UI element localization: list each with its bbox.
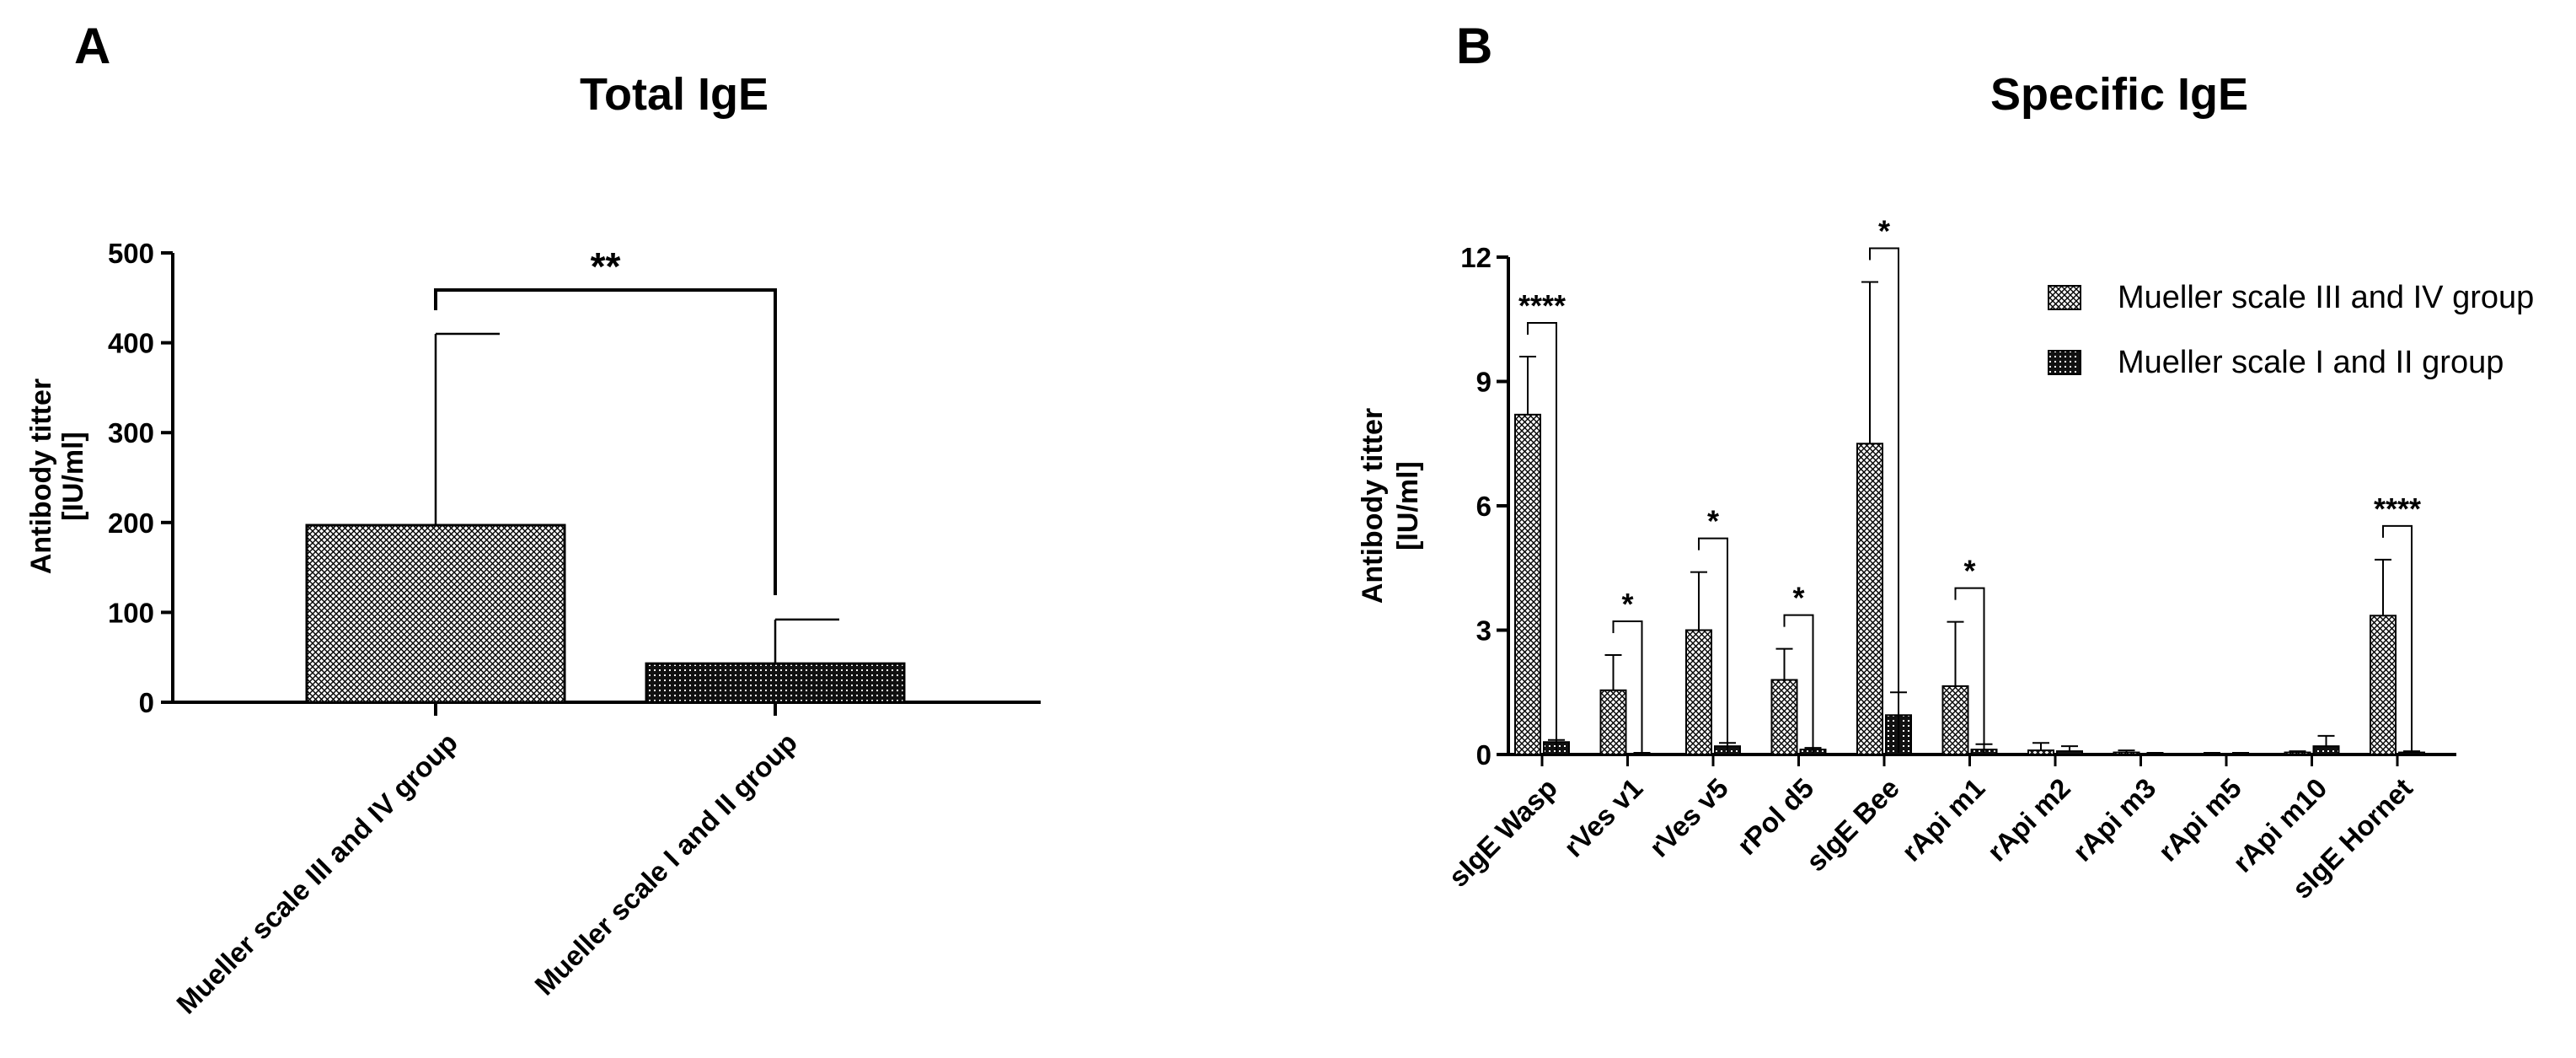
bar-sige-wasp-iii-iv xyxy=(1514,413,1541,755)
x-category-label: rApi m2 xyxy=(1981,772,2076,867)
x-category-label: rApi m1 xyxy=(1895,772,1990,867)
significance-label: * xyxy=(1878,214,1890,249)
bar-rapi-m10-iii-iv xyxy=(2284,751,2311,756)
significance-bracket xyxy=(1612,620,1643,753)
y-tick-label: 12 xyxy=(1460,242,1492,273)
significance-bracket xyxy=(1954,587,1985,753)
x-category-label: rVes v1 xyxy=(1558,772,1649,863)
bar-rapi-m2-iii-iv xyxy=(2027,749,2054,755)
y-axis-title: [IU/ml] xyxy=(57,432,89,521)
bar-rapi-m1-iii-iv xyxy=(1941,685,1969,755)
panel-letter-b: B xyxy=(1456,18,1492,74)
bar-mueller-scale-iii-and-iv-group xyxy=(305,524,566,704)
significance-label: * xyxy=(1963,554,1975,588)
x-category-label: sIgE Bee xyxy=(1800,772,1905,878)
bar-sige-hornet-iii-iv xyxy=(2370,615,2397,756)
bar-rapi-m5-iii-iv xyxy=(2198,753,2225,756)
y-tick-label: 0 xyxy=(1476,739,1492,771)
y-tick-label: 400 xyxy=(108,328,154,359)
y-tick-label: 200 xyxy=(108,508,154,539)
x-category-label: rVes v5 xyxy=(1643,772,1734,863)
x-category-label: Mueller scale III and IV group xyxy=(170,727,463,1020)
y-tick-label: 9 xyxy=(1476,367,1492,398)
x-category-label: sIgE Wasp xyxy=(1443,772,1563,893)
significance-bracket xyxy=(2382,524,2413,753)
y-tick-label: 500 xyxy=(108,238,154,269)
bar-rves-v1-iii-iv xyxy=(1599,689,1627,756)
significance-label: ** xyxy=(591,244,621,288)
significance-label: * xyxy=(1621,587,1633,621)
x-category-label: Mueller scale I and II group xyxy=(528,727,803,1002)
legend-swatch xyxy=(2048,285,2081,310)
legend-label: Mueller scale III and IV group xyxy=(2118,280,2534,315)
significance-bracket xyxy=(434,288,777,595)
significance-label: * xyxy=(1707,504,1719,539)
bar-rapi-m5-i-ii xyxy=(2227,753,2254,756)
y-axis-title: [IU/ml] xyxy=(1392,461,1424,550)
legend-label: Mueller scale I and II group xyxy=(2118,345,2504,380)
bar-rapi-m3-iii-iv xyxy=(2113,751,2140,756)
bar-rapi-m2-i-ii xyxy=(2056,750,2083,755)
y-tick-label: 0 xyxy=(139,687,154,718)
significance-bracket xyxy=(1783,614,1814,753)
significance-label: * xyxy=(1792,581,1804,615)
panel-letter-a: A xyxy=(74,18,110,74)
significance-label: **** xyxy=(2374,491,2421,526)
significance-bracket xyxy=(1527,322,1557,753)
significance-bracket xyxy=(1869,247,1899,753)
y-tick-label: 100 xyxy=(108,597,154,628)
y-axis-title: Antibody titter xyxy=(25,379,57,574)
significance-bracket xyxy=(1698,537,1728,753)
bar-rpol-d5-iii-iv xyxy=(1770,679,1798,755)
chart-title: Specific IgE xyxy=(1990,69,2248,120)
bar-mueller-scale-i-and-ii-group xyxy=(645,662,906,704)
significance-label: **** xyxy=(1518,288,1566,323)
bar-rapi-m10-i-ii xyxy=(2312,745,2340,756)
bar-sige-bee-iii-iv xyxy=(1856,443,1883,755)
y-tick-label: 3 xyxy=(1476,615,1492,647)
bar-rves-v5-iii-iv xyxy=(1685,629,1712,755)
bar-rves-v1-i-ii xyxy=(1628,753,1656,756)
x-category-label: rPol d5 xyxy=(1731,772,1819,861)
bar-rapi-m3-i-ii xyxy=(2141,753,2169,756)
chart-specific-ige: Specific IgE 0 3 6 9 12 Antibody titter [IU/ml]… xyxy=(1357,69,2534,905)
y-tick-label: 6 xyxy=(1476,491,1492,522)
chart-title: Total IgE xyxy=(580,69,769,120)
y-tick-label: 300 xyxy=(108,417,154,448)
chart-total-ige: Total IgE 0 100 200 300 400 500 Antibody titter… xyxy=(25,69,1041,1020)
y-axis-title: Antibody titter xyxy=(1357,408,1389,604)
x-category-label: rApi m3 xyxy=(2066,772,2161,867)
legend-swatch xyxy=(2048,350,2081,375)
